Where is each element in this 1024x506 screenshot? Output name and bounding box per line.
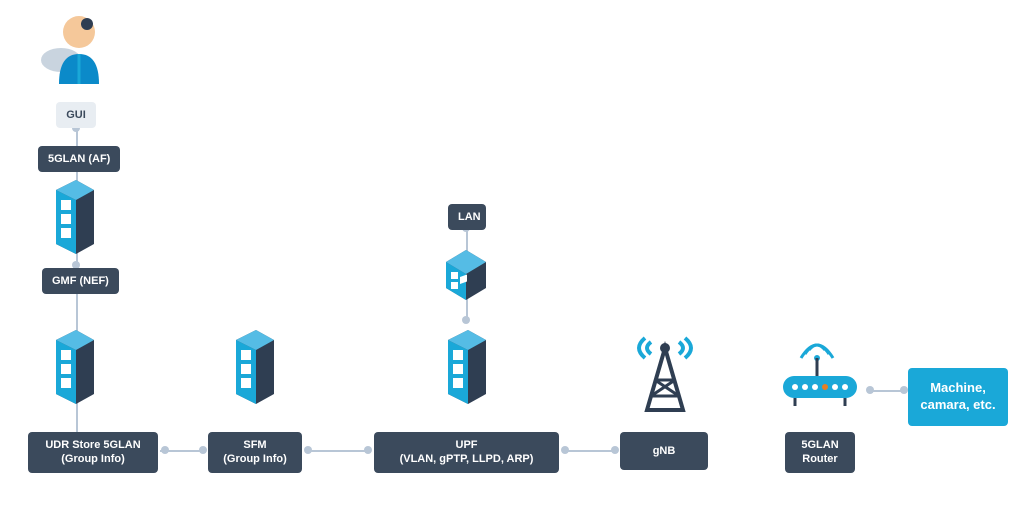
dot [161, 446, 169, 454]
connector-upf-gnb [562, 450, 617, 452]
server-icon-upf [442, 328, 492, 406]
gnb-text: gNB [653, 445, 676, 457]
dot [364, 446, 372, 454]
router-line2: Router [802, 453, 837, 465]
dot [561, 446, 569, 454]
gui-text: GUI [66, 109, 86, 121]
dot [304, 446, 312, 454]
router-label: 5GLAN Router [785, 432, 855, 473]
af-label: 5GLAN (AF) [38, 146, 120, 172]
machine-label: Machine, camara, etc. [908, 368, 1008, 426]
gui-label: GUI [56, 102, 96, 128]
machine-line1: Machine, [930, 380, 986, 395]
lan-cube-icon [436, 244, 496, 304]
upf-line1: UPF [456, 439, 478, 451]
sfm-line1: SFM [243, 439, 266, 451]
server-icon-sfm [230, 328, 280, 406]
antenna-icon [625, 318, 705, 418]
connector-sfm-upf [305, 450, 370, 452]
router-line1: 5GLAN [801, 439, 838, 451]
af-text: 5GLAN (AF) [48, 153, 110, 165]
udr-label: UDR Store 5GLAN (Group Info) [28, 432, 158, 473]
upf-line2: (VLAN, gPTP, LLPD, ARP) [400, 453, 534, 465]
server-icon-1 [50, 178, 100, 256]
user-icon [35, 6, 115, 86]
lan-text: LAN [458, 211, 481, 223]
dot [900, 386, 908, 394]
sfm-label: SFM (Group Info) [208, 432, 302, 473]
gmf-label: GMF (NEF) [42, 268, 119, 294]
dot [611, 446, 619, 454]
udr-line1: UDR Store 5GLAN [45, 439, 140, 451]
sfm-line2: (Group Info) [223, 453, 287, 465]
router-icon [775, 332, 865, 412]
server-icon-2 [50, 328, 100, 406]
gnb-label: gNB [620, 432, 708, 470]
dot [199, 446, 207, 454]
upf-label: UPF (VLAN, gPTP, LLPD, ARP) [374, 432, 559, 473]
dot [462, 316, 470, 324]
lan-label: LAN [448, 204, 486, 230]
udr-line2: (Group Info) [61, 453, 125, 465]
gmf-text: GMF (NEF) [52, 275, 109, 287]
dot [866, 386, 874, 394]
machine-line2: camara, etc. [920, 397, 995, 412]
